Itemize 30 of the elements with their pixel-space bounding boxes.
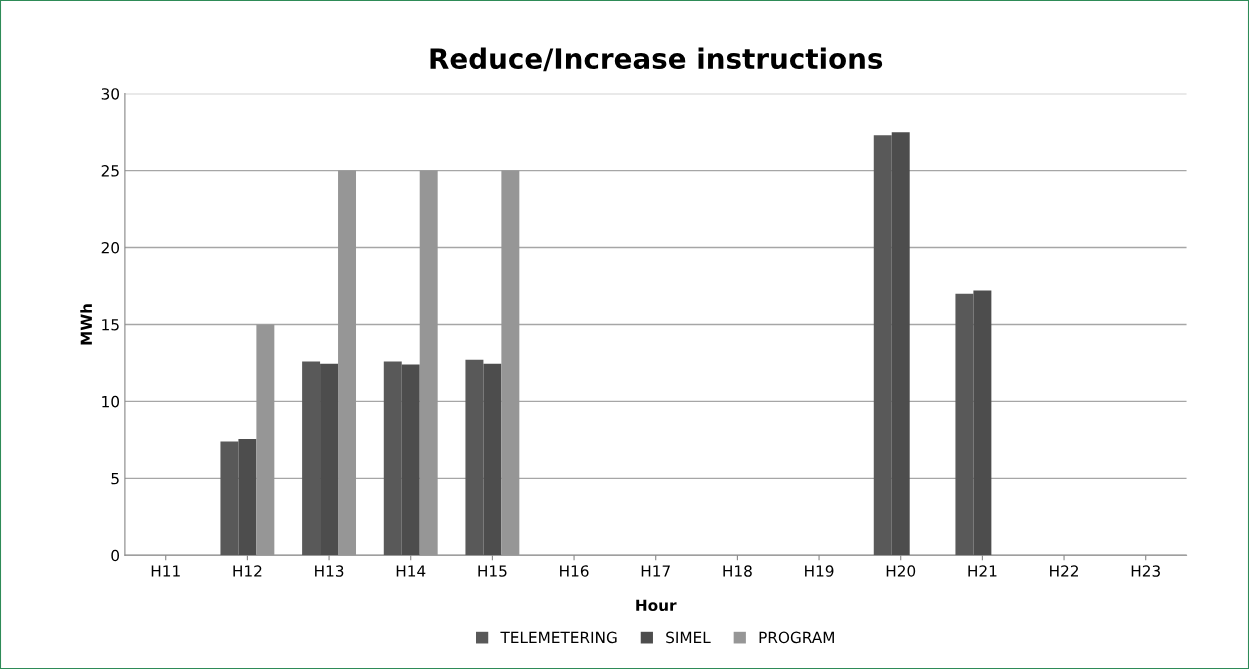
x-tick-label: H13: [315, 565, 344, 577]
bar: [501, 170, 520, 556]
x-tick-label: H17: [641, 565, 670, 577]
x-tick-label: H11: [151, 565, 180, 577]
y-tick-label: 10: [102, 395, 120, 408]
y-tick-label: 0: [111, 549, 120, 562]
y-tick-label: 25: [101, 165, 119, 177]
x-tick-label: H19: [805, 565, 834, 577]
x-tick-label: H20: [886, 565, 916, 577]
x-axis-title: Hour: [636, 599, 677, 612]
x-tick-label: H23: [1131, 565, 1160, 577]
bar: [256, 324, 275, 556]
y-tick-label: 5: [111, 473, 119, 485]
x-tick-label: H18: [723, 565, 752, 577]
chart-title: Reduce/Increase instructions: [430, 47, 883, 72]
x-tick-label: H22: [1050, 565, 1078, 577]
x-tick-label: H21: [968, 565, 997, 577]
x-tick-label: H14: [396, 565, 426, 577]
bar: [419, 170, 438, 556]
legend-label: TELEMETERING: [500, 631, 617, 644]
y-tick-label: 15: [102, 319, 119, 331]
bar: [338, 170, 357, 556]
y-tick-label: 20: [101, 242, 120, 254]
y-axis-title: MWh: [80, 304, 92, 345]
x-tick-label: H15: [478, 565, 507, 577]
legend-label: PROGRAM: [759, 631, 834, 644]
x-tick-label: H16: [560, 565, 589, 577]
x-tick-label: H12: [233, 565, 262, 577]
y-tick-label: 30: [101, 88, 120, 100]
legend-label: SIMEL: [666, 631, 711, 644]
